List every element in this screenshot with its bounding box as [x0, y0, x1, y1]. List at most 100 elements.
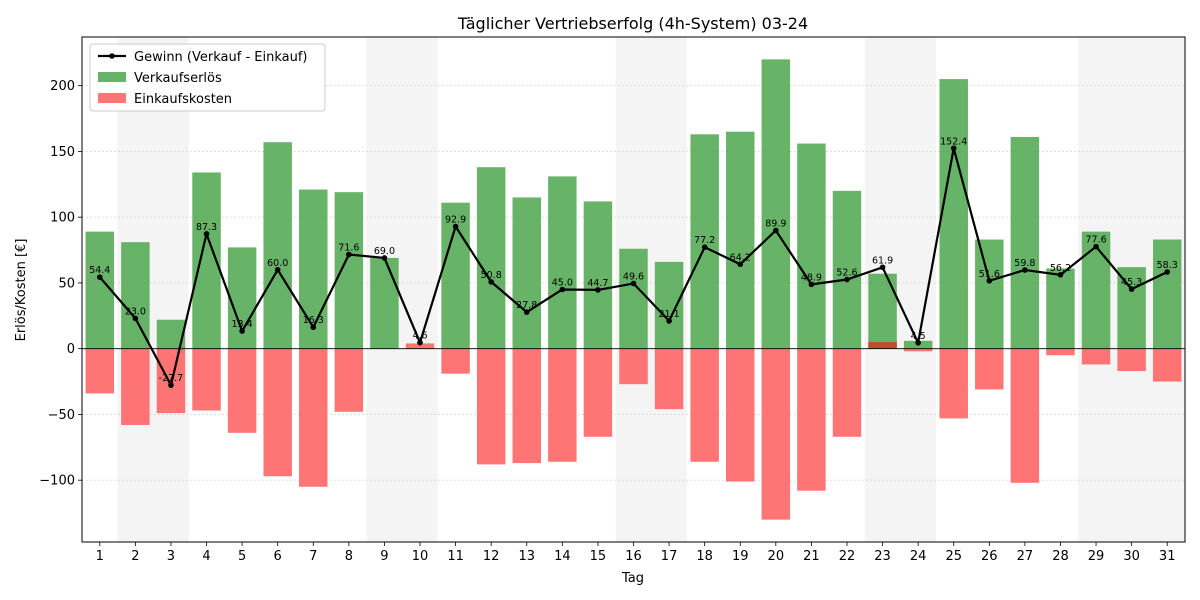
- revenue-bar: [512, 197, 541, 349]
- profit-data-label: 56.2: [1050, 263, 1071, 274]
- x-tick-label: 7: [309, 549, 317, 564]
- legend: Gewinn (Verkauf - Einkauf) Verkaufserlös E…: [89, 43, 326, 112]
- x-tick-label: 4: [202, 549, 210, 564]
- revenue-bar: [85, 231, 115, 349]
- x-tick-label: 8: [345, 549, 353, 564]
- profit-data-label: 21.1: [659, 309, 680, 320]
- x-tick-label: 16: [625, 549, 642, 564]
- chart-title: Täglicher Vertriebserfolg (4h-System) 03…: [457, 14, 808, 33]
- legend-label-cost: Einkaufskosten: [134, 92, 232, 107]
- cost-bar: [405, 343, 435, 349]
- profit-marker: [274, 266, 281, 273]
- bars-group: [85, 59, 1182, 520]
- profit-marker: [737, 261, 744, 268]
- x-tick-label: 3: [167, 549, 175, 564]
- profit-line-group: [96, 145, 1171, 389]
- profit-marker: [168, 382, 174, 388]
- data-labels-group: 54.4 23.0 -27.7 87.3 13.4 60.0 16.3 71.6 69.0 4.6…: [89, 136, 1178, 384]
- profit-data-label: -27.7: [159, 373, 184, 384]
- legend-box: [89, 43, 326, 112]
- legend-label-profit: Gewinn (Verkauf - Einkauf): [134, 50, 307, 65]
- profit-data-label: 77.6: [1085, 235, 1106, 246]
- y-tick-label: −50: [48, 408, 75, 423]
- revenue-bar: [797, 143, 826, 349]
- x-tick-label: 20: [768, 549, 785, 564]
- profit-data-label: 49.6: [623, 271, 644, 282]
- profit-marker: [559, 286, 566, 293]
- profit-data-label: 87.3: [196, 222, 217, 233]
- y-tick-label: 200: [50, 79, 75, 94]
- revenue-bar: [370, 257, 399, 349]
- y-tick-label: 0: [67, 342, 75, 357]
- cost-bar: [121, 348, 150, 425]
- profit-data-label: 54.4: [89, 265, 110, 276]
- profit-data-label: 4.6: [412, 331, 427, 342]
- cost-bar: [1046, 348, 1075, 356]
- x-tick-label: 9: [380, 549, 388, 564]
- profit-data-label: 89.9: [765, 218, 786, 229]
- profit-marker: [701, 244, 708, 250]
- profit-marker: [96, 274, 103, 280]
- revenue-bar: [939, 79, 968, 349]
- x-tick-label: 23: [874, 549, 891, 564]
- profit-marker: [879, 264, 886, 271]
- cost-bar: [726, 348, 755, 482]
- cost-bar: [832, 348, 862, 437]
- revenue-bar: [476, 167, 506, 349]
- cost-bar: [441, 348, 470, 374]
- x-tick-label: 24: [910, 549, 927, 564]
- cost-bar: [654, 348, 684, 410]
- profit-data-label: 23.0: [125, 306, 146, 317]
- profit-data-label: 44.7: [587, 278, 608, 289]
- profit-marker: [381, 255, 388, 261]
- x-tick-label: 19: [732, 549, 749, 564]
- weekend-shade: [402, 37, 438, 542]
- profit-data-label: 50.8: [481, 270, 502, 281]
- x-tick-label: 27: [1017, 549, 1034, 564]
- cost-bar: [1010, 348, 1040, 483]
- profit-marker: [950, 145, 957, 152]
- cost-bar: [939, 348, 968, 419]
- cost-bar: [1117, 348, 1146, 372]
- cost-bar: [227, 348, 257, 433]
- profit-data-label: 152.4: [940, 136, 967, 147]
- profit-marker: [595, 287, 601, 293]
- profit-data-label: 13.4: [232, 319, 253, 330]
- x-tick-label: 10: [412, 549, 429, 564]
- profit-marker: [666, 318, 672, 324]
- profit-data-label: 52.6: [836, 268, 857, 279]
- profit-data-label: 27.8: [516, 300, 537, 311]
- revenue-bar: [619, 248, 648, 349]
- profit-marker: [203, 231, 210, 237]
- x-tick-label: 25: [945, 549, 962, 564]
- y-tick-label: 100: [50, 211, 75, 226]
- weekend-shade: [900, 37, 936, 542]
- profit-marker: [986, 278, 993, 284]
- x-tick-label: 5: [238, 549, 246, 564]
- x-tick-label: 31: [1159, 549, 1176, 564]
- profit-marker: [310, 324, 317, 331]
- cost-bar: [192, 348, 221, 411]
- cost-bar: [512, 348, 541, 464]
- revenue-bar: [726, 131, 755, 349]
- x-tick-label: 29: [1088, 549, 1105, 564]
- revenue-bar: [654, 261, 684, 349]
- revenue-bar: [1117, 267, 1146, 349]
- profit-data-label: 64.2: [730, 252, 751, 263]
- profit-marker: [523, 309, 530, 315]
- revenue-bar: [548, 176, 577, 349]
- legend-marker-swatch: [109, 53, 115, 59]
- revenue-bar: [263, 142, 292, 349]
- overlap-bar: [868, 342, 897, 349]
- profit-data-label: 58.3: [1157, 260, 1178, 271]
- x-tick-label: 17: [661, 549, 678, 564]
- profit-marker: [844, 276, 850, 283]
- profit-data-label: 51.6: [979, 269, 1000, 280]
- profit-data-label: 4.5: [911, 331, 926, 342]
- x-tick-label: 6: [274, 549, 282, 564]
- x-tick-label: 21: [803, 549, 820, 564]
- profit-marker: [417, 339, 423, 346]
- cost-bar: [476, 348, 506, 465]
